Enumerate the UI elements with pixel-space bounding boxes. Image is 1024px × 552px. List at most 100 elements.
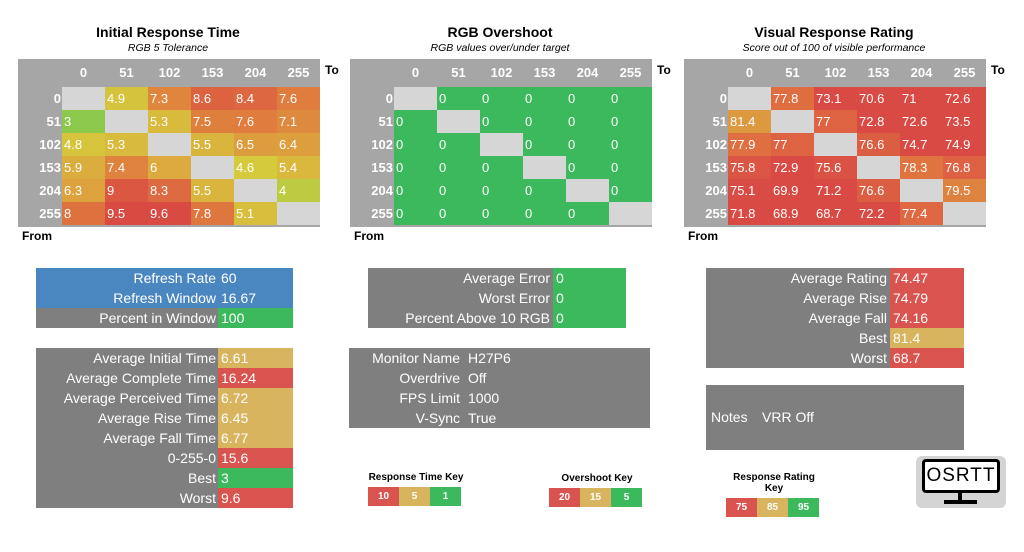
color-key: Response Time Key 10 5 1 — [368, 472, 464, 506]
key-title: Overshoot Key — [561, 473, 633, 484]
stat-row: Average Rise 74.79 — [706, 288, 964, 308]
stat-row: Average Perceived Time 6.72 — [36, 388, 293, 408]
row-header: 102 — [705, 137, 727, 152]
heatmap-cell: 8.4 — [234, 87, 277, 110]
row-header: 102 — [39, 137, 61, 152]
column-header: 51 — [119, 65, 134, 80]
heatmap-cell: 7.1 — [277, 110, 320, 133]
heatmap-cell: 74.9 — [943, 133, 986, 156]
stat-label: Average Initial Time — [93, 350, 216, 366]
stat-label: Average Complete Time — [66, 370, 216, 386]
heatmap-cell: 5.9 — [62, 156, 105, 179]
monitor-info: Monitor Name H27P6 Overdrive Off FPS Limit… — [349, 348, 650, 428]
heatmap-cell: 5.4 — [277, 156, 320, 179]
column-header: 255 — [287, 65, 310, 80]
stat-value: 74.79 — [890, 288, 964, 308]
color-key: Overshoot Key 20 15 5 — [549, 473, 645, 507]
column-header: 0 — [79, 65, 88, 80]
overshoot-stats: Average Error 0 Worst Error 0 Percent Abov… — [368, 268, 626, 328]
heatmap-cell: 0 — [437, 87, 480, 110]
column-header: 0 — [745, 65, 754, 80]
heatmap-cell: 73.1 — [814, 87, 857, 110]
heatmap-cell: 0 — [394, 202, 437, 225]
key-swatch: 15 — [580, 488, 611, 507]
heatmap-cell: 6.3 — [62, 179, 105, 202]
row-header: 153 — [705, 160, 727, 175]
heatmap-cell: 0 — [609, 87, 652, 110]
heatmap-cell: 5.5 — [191, 179, 234, 202]
stat-label: Average Fall Time — [103, 430, 216, 446]
heatmap-cell: 0 — [566, 202, 609, 225]
stat-row: Average Rise Time 6.45 — [36, 408, 293, 428]
heatmap-cell: 73.5 — [943, 110, 986, 133]
heatmap-cell: 77.4 — [900, 202, 943, 225]
heatmap-cell: 0 — [480, 87, 523, 110]
to-label: To — [991, 63, 1005, 77]
key-swatch: 1 — [430, 487, 461, 506]
stat-value: 16.67 — [218, 288, 293, 308]
stat-value: 1000 — [468, 390, 500, 406]
stat-row: Average Error 0 — [368, 268, 626, 288]
stat-value: 74.47 — [890, 268, 964, 288]
heatmap-cell: 71.8 — [728, 202, 771, 225]
heatmap-cell: 68.7 — [814, 202, 857, 225]
heatmap-cell: 0 — [437, 133, 480, 156]
stat-row: Worst 9.6 — [36, 488, 293, 508]
stat-label: Average Fall — [808, 310, 887, 326]
heatmap-cell: 72.9 — [771, 156, 814, 179]
stat-label: Average Error — [463, 270, 550, 286]
heatmap-cell: 76.8 — [943, 156, 986, 179]
stat-label: FPS Limit — [399, 390, 460, 406]
heatmap-cell: 0 — [566, 110, 609, 133]
notes-label: Notes — [711, 409, 748, 425]
stat-value: 6.72 — [218, 388, 293, 408]
row-header: 204 — [39, 183, 61, 198]
row-header: 255 — [705, 206, 727, 221]
from-label: From — [22, 229, 52, 243]
stat-row: 0-255-0 15.6 — [36, 448, 293, 468]
heatmap-cell — [437, 110, 480, 133]
heatmap-cell: 77.9 — [728, 133, 771, 156]
heatmap-cell: 0 — [523, 179, 566, 202]
heatmap-cell: 0 — [394, 133, 437, 156]
stat-row: Overdrive Off — [349, 368, 650, 388]
heatmap-cell: 0 — [480, 156, 523, 179]
heatmap-cell: 5.3 — [105, 133, 148, 156]
heatmap-cell — [148, 133, 191, 156]
stat-value: 0 — [553, 308, 626, 328]
heatmap-cell: 6 — [148, 156, 191, 179]
heatmap-cell: 7.8 — [191, 202, 234, 225]
heatmap-cell — [394, 87, 437, 110]
heatmap-cell: 78.3 — [900, 156, 943, 179]
stat-value: 6.45 — [218, 408, 293, 428]
stat-value: 81.4 — [890, 328, 964, 348]
column-header: 102 — [158, 65, 181, 80]
heatmap-cell: 75.1 — [728, 179, 771, 202]
stat-row: Average Fall 74.16 — [706, 308, 964, 328]
heatmap-cell: 71 — [900, 87, 943, 110]
heatmap-grid: 0 51 102 153 204 255 0 0 0 0 0 0 51 0 0 0 0 0 102 0 0 0 0 0 153 0… — [350, 59, 652, 227]
row-header: 102 — [371, 137, 393, 152]
heatmap-cell: 5.3 — [148, 110, 191, 133]
heatmap-cell — [814, 133, 857, 156]
heatmap-cell: 9 — [105, 179, 148, 202]
stat-label: Overdrive — [399, 370, 460, 386]
heatmap-cell: 4.9 — [105, 87, 148, 110]
row-header: 0 — [53, 91, 61, 106]
heatmap-cell: 76.6 — [857, 179, 900, 202]
heatmap-subtitle: RGB values over/under target — [430, 42, 570, 54]
key-swatch: 5 — [399, 487, 430, 506]
heatmap-cell: 0 — [566, 87, 609, 110]
heatmap-cell: 0 — [566, 133, 609, 156]
row-header: 51 — [46, 114, 61, 129]
stat-row: Average Initial Time 6.61 — [36, 348, 293, 368]
heatmap-cell: 75.8 — [728, 156, 771, 179]
heatmap-cell: 0 — [609, 179, 652, 202]
logo-text: OSRTT — [922, 459, 1000, 493]
stat-value: Off — [468, 370, 487, 386]
heatmap-cell — [609, 202, 652, 225]
heatmap-cell: 79.5 — [943, 179, 986, 202]
row-header: 255 — [39, 206, 61, 221]
stat-row: V-Sync True — [349, 408, 650, 428]
heatmap-cell: 0 — [437, 179, 480, 202]
